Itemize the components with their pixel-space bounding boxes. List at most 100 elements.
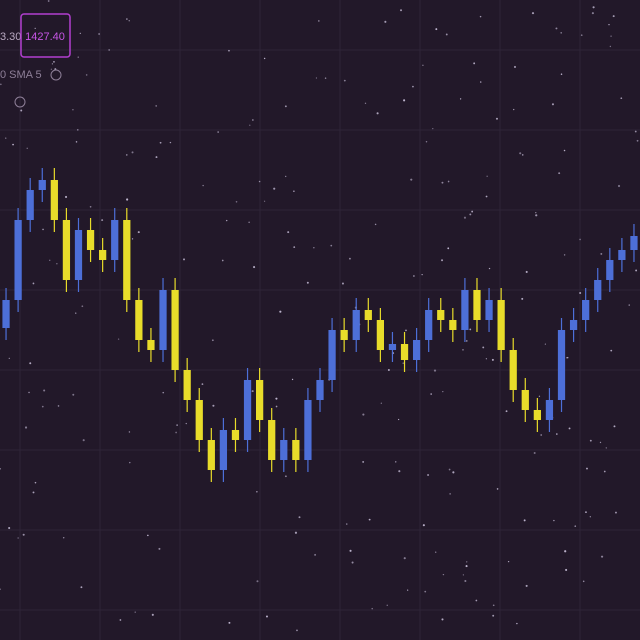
star [513, 108, 515, 111]
star [313, 247, 315, 249]
star [128, 431, 131, 433]
star [265, 615, 268, 618]
candle-body [425, 310, 433, 340]
star [183, 258, 186, 261]
star [65, 195, 68, 198]
star [279, 310, 282, 313]
candle-body [569, 320, 578, 330]
star [471, 210, 474, 213]
star [605, 447, 607, 449]
star [579, 291, 582, 295]
star [592, 6, 595, 9]
candle-body [364, 310, 372, 320]
star [424, 590, 427, 593]
star [564, 550, 567, 553]
indicator-label: 0 SMA 5 [0, 69, 42, 81]
star [131, 238, 134, 240]
star [137, 231, 140, 234]
candle-body [159, 290, 167, 350]
star [228, 621, 231, 624]
candle-body [171, 290, 179, 370]
star [435, 28, 438, 31]
star [119, 619, 122, 621]
price-box[interactable] [20, 13, 71, 58]
star [8, 526, 11, 530]
star [158, 547, 161, 550]
star [34, 481, 37, 484]
star [402, 362, 405, 364]
price-label: 1427.40 [25, 31, 65, 43]
star [376, 112, 379, 115]
candle-body [412, 340, 421, 360]
star [473, 62, 476, 65]
star [553, 519, 555, 522]
star [551, 103, 554, 106]
star [492, 604, 495, 607]
star [496, 488, 499, 490]
star [374, 223, 377, 226]
star [421, 274, 423, 276]
star [235, 201, 238, 203]
star [287, 231, 290, 234]
star [441, 181, 444, 184]
star [635, 269, 638, 272]
star [77, 56, 79, 58]
candle-body [449, 320, 457, 330]
star [465, 565, 468, 568]
candle-body [195, 400, 203, 440]
star [525, 584, 528, 587]
star [351, 561, 354, 564]
star [582, 580, 585, 583]
star [555, 27, 558, 30]
star [589, 516, 591, 518]
star [636, 139, 639, 142]
star [29, 362, 32, 365]
star [413, 275, 415, 277]
star [563, 149, 566, 152]
star [364, 102, 367, 105]
candle-body [606, 260, 614, 280]
star [425, 141, 428, 143]
candle-body [86, 230, 95, 250]
star [634, 130, 637, 133]
candle-body [2, 300, 10, 328]
star [314, 553, 317, 556]
star [129, 461, 131, 464]
hide-icon[interactable] [14, 96, 26, 108]
star [32, 282, 35, 285]
star [398, 418, 400, 421]
star [101, 219, 104, 222]
candle-body [304, 400, 312, 460]
star [202, 184, 204, 187]
star [486, 175, 488, 177]
candle-body [135, 300, 143, 340]
star [464, 579, 467, 583]
star [462, 574, 465, 576]
candle-body [352, 310, 360, 340]
star [263, 200, 266, 202]
star [485, 358, 487, 360]
star [349, 257, 351, 260]
star [412, 85, 414, 88]
star [368, 518, 371, 521]
star [523, 519, 526, 522]
candle-body [50, 180, 58, 220]
star [600, 555, 604, 558]
star [507, 560, 510, 563]
star [80, 586, 83, 589]
star [284, 105, 287, 108]
star [201, 383, 204, 386]
star [155, 105, 157, 107]
star [34, 27, 36, 30]
star [28, 391, 30, 394]
star [380, 402, 382, 404]
star [169, 141, 172, 144]
hide-icon[interactable] [50, 69, 62, 81]
star [249, 124, 251, 126]
star [296, 629, 298, 632]
candle-body [461, 290, 469, 330]
candle-body [328, 330, 336, 380]
candle-body [62, 220, 71, 280]
star [442, 573, 445, 576]
star [0, 467, 1, 470]
